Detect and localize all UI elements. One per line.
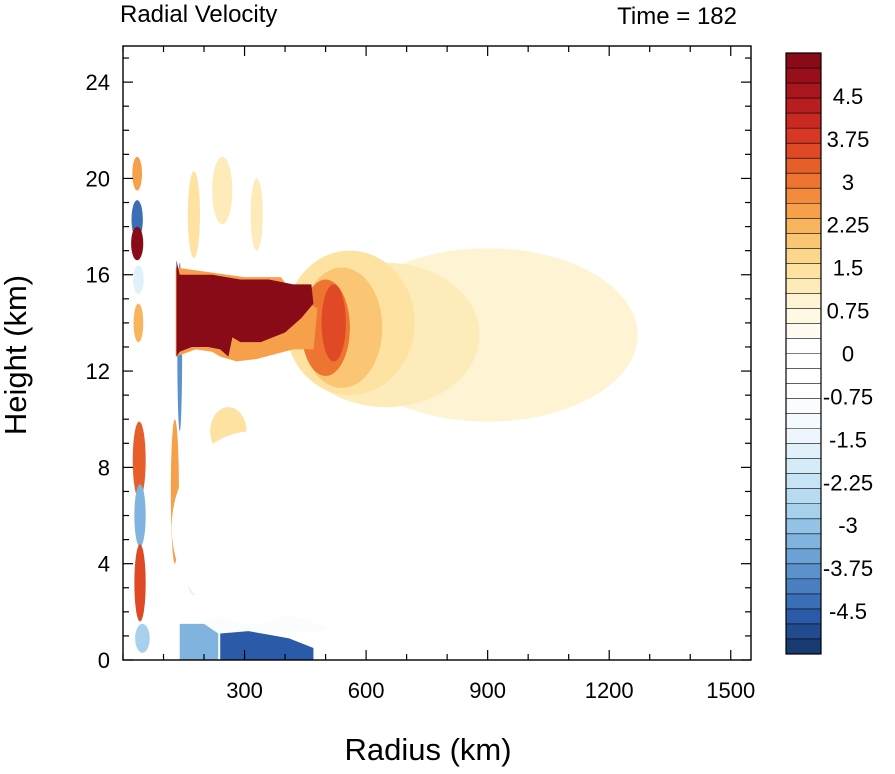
colorbar-frame (785, 52, 822, 655)
colorbar-swatch (786, 473, 821, 490)
colorbar-swatch (786, 383, 821, 400)
y-axis: 0 4 8 12 16 20 24 (86, 57, 751, 673)
heatmap-region (176, 260, 314, 357)
y-tick-label: 8 (98, 455, 110, 480)
y-tick-label: 0 (98, 648, 110, 673)
colorbar-tick-label: -3 (838, 513, 858, 538)
colorbar-swatch (786, 398, 821, 415)
colorbar-swatch (786, 308, 821, 324)
heatmap-region (134, 544, 146, 622)
heatmap-region (220, 631, 314, 660)
colorbar-swatch (786, 533, 821, 550)
chart-title: Radial Velocity (120, 1, 277, 28)
heatmap-region (250, 178, 263, 251)
colorbar-swatch (786, 158, 821, 174)
colorbar-swatch (786, 83, 821, 99)
colorbar-swatch (786, 173, 821, 189)
heatmap-region (179, 623, 219, 660)
colorbar-swatch (786, 488, 821, 505)
heatmap-region (135, 623, 150, 653)
heatmap-region (520, 159, 642, 189)
colorbar-swatch (786, 323, 821, 339)
colorbar-tick-label: 0 (842, 342, 854, 367)
colorbar: 4.5 3.75 3 2.25 1.5 0.75 0 -0.75 -1.5 -2.25 -3 -3.7… (785, 52, 873, 655)
colorbar-tick-label: 4.5 (833, 84, 864, 109)
heatmap-region (212, 156, 233, 225)
colorbar-swatch (786, 428, 821, 445)
colorbar-tick-label: 1.5 (833, 256, 864, 281)
colorbar-tick-label: 0.75 (827, 299, 870, 324)
colorbar-swatch (786, 608, 821, 625)
y-axis-label: Height (km) (0, 275, 33, 435)
chart-subtitle: Time = 182 (617, 3, 737, 30)
colorbar-swatch (786, 593, 821, 610)
heatmap-region (132, 156, 143, 191)
colorbar-swatch (786, 563, 821, 580)
colorbar-tick-label: -0.75 (823, 384, 873, 409)
y-tick-label: 24 (86, 70, 110, 95)
colorbar-swatch (786, 638, 821, 655)
heatmap-region (133, 265, 144, 295)
heatmap-region (132, 421, 146, 499)
colorbar-swatch (786, 503, 821, 520)
colorbar-swatch (786, 578, 821, 595)
colorbar-tick-label: -2.25 (823, 470, 873, 495)
colorbar-swatch (786, 203, 821, 219)
heatmap-field (131, 156, 642, 660)
x-tick-label: 900 (469, 678, 506, 703)
y-tick-label: 12 (86, 359, 110, 384)
colorbar-tick-label: -1.5 (829, 427, 867, 452)
colorbar-swatch (786, 278, 821, 294)
colorbar-tick-label: 3 (842, 170, 854, 195)
colorbar-tick-label: 3.75 (827, 127, 870, 152)
colorbar-swatch (786, 218, 821, 234)
colorbar-swatch (786, 518, 821, 535)
colorbar-swatch (786, 443, 821, 460)
heatmap-region (133, 303, 144, 343)
colorbar-swatch (786, 143, 821, 159)
heatmap-region (224, 628, 589, 660)
x-axis-label: Radius (km) (344, 732, 511, 767)
heatmap-region (134, 484, 146, 547)
colorbar-swatch (786, 623, 821, 640)
x-tick-label: 600 (348, 678, 385, 703)
x-axis: 300 600 900 1200 1500 (122, 46, 755, 703)
colorbar-swatch (786, 53, 821, 69)
colorbar-swatch (786, 188, 821, 204)
colorbar-swatch (786, 248, 821, 264)
heatmap-region (187, 171, 200, 258)
y-tick-label: 16 (86, 263, 110, 288)
colorbar-swatch (786, 128, 821, 144)
y-tick-label: 20 (86, 166, 110, 191)
x-tick-label: 300 (226, 678, 263, 703)
colorbar-swatch (786, 233, 821, 249)
colorbar-swatch (786, 98, 821, 114)
colorbar-swatch (786, 293, 821, 309)
colorbar-swatch (786, 413, 821, 430)
colorbar-swatch (786, 548, 821, 565)
x-tick-label: 1500 (706, 678, 755, 703)
colorbar-tick-label: 2.25 (827, 213, 870, 238)
colorbar-swatch (786, 368, 821, 385)
colorbar-swatch (786, 113, 821, 129)
colorbar-swatch (786, 263, 821, 279)
colorbar-tick-label: -4.5 (829, 599, 867, 624)
plot-frame (122, 45, 752, 661)
colorbar-tick-label: -3.75 (823, 556, 873, 581)
y-tick-label: 4 (98, 552, 110, 577)
x-tick-label: 1200 (585, 678, 634, 703)
colorbar-swatch (786, 458, 821, 475)
colorbar-swatch (786, 338, 821, 354)
heatmap-region (236, 159, 253, 246)
heatmap-region (321, 284, 346, 362)
colorbar-swatch (786, 353, 821, 370)
heatmap-region (171, 431, 334, 624)
heatmap-region (131, 226, 144, 261)
colorbar-swatch (786, 68, 821, 84)
